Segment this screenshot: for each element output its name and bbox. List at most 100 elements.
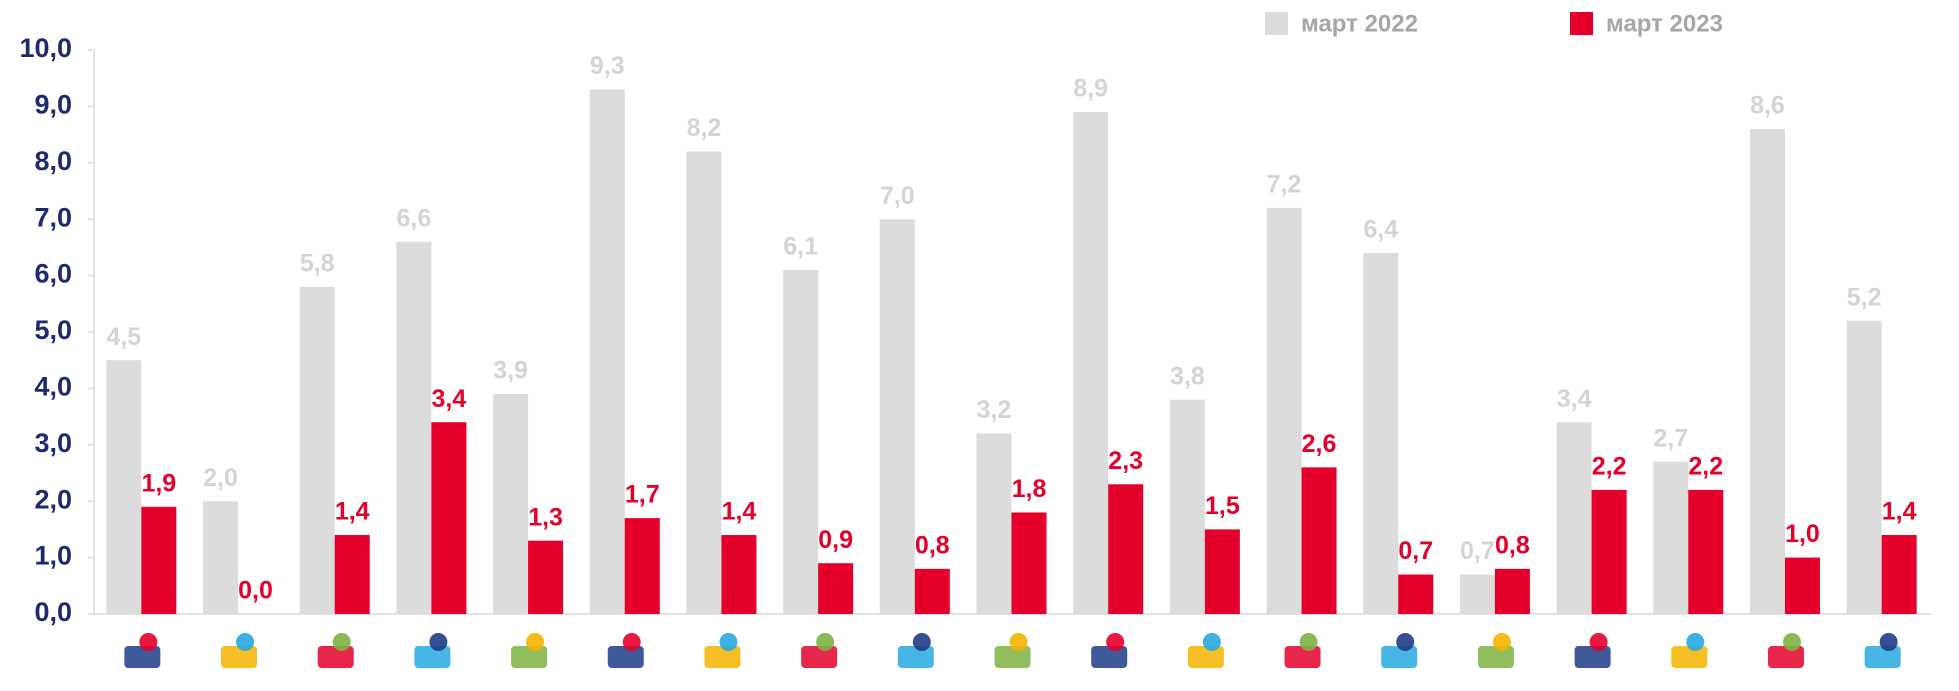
legend-swatch [1265,12,1288,35]
bar [1882,535,1917,614]
icon-part [1671,646,1707,668]
y-tick-label: 3,0 [34,428,72,458]
value-label: 1,9 [141,469,176,497]
value-label: 6,6 [397,204,432,232]
icon-part [414,646,450,668]
bar [1495,569,1530,614]
value-label: 5,2 [1847,283,1882,311]
bar [625,518,660,614]
icon-part [1768,646,1804,668]
y-tick-label: 9,0 [34,90,72,120]
icon-part [1880,633,1898,651]
value-label: 5,8 [300,249,335,277]
icon-part [816,633,834,651]
category-icon [1285,633,1321,668]
bar [915,569,950,614]
y-tick-label: 4,0 [34,372,72,402]
icon-part [221,646,257,668]
icon-part [608,646,644,668]
value-label: 9,3 [590,52,625,80]
category-icon [1188,633,1224,668]
bar [1592,490,1627,614]
bar [1267,208,1302,614]
bar [141,507,176,614]
y-tick-label: 7,0 [34,202,72,232]
icon-part [1396,633,1414,651]
bar [1302,467,1337,614]
icon-part [511,646,547,668]
bar [1398,575,1433,614]
value-label: 0,8 [915,531,950,559]
bar [335,535,370,614]
icon-part [719,633,737,651]
value-label: 8,2 [687,114,722,142]
bar [1170,400,1205,614]
bar [880,219,915,614]
y-tick-label: 1,0 [34,541,72,571]
y-tick-label: 6,0 [34,259,72,289]
y-tick-label: 8,0 [34,146,72,176]
value-label: 2,3 [1108,447,1143,475]
category-icon [511,633,547,668]
category-icon [124,633,160,668]
value-label: 2,0 [203,464,238,492]
bar [1012,512,1047,614]
value-label: 1,0 [1785,520,1820,548]
value-label: 1,4 [722,498,757,526]
icon-part [1285,646,1321,668]
y-tick-label: 5,0 [34,315,72,345]
icon-part [1493,633,1511,651]
value-label: 1,4 [1882,498,1917,526]
icon-part [1203,633,1221,651]
icon-part [124,646,160,668]
value-label: 2,7 [1653,424,1688,452]
value-label: 4,5 [106,323,141,351]
icon-part [1091,646,1127,668]
category-icon [221,633,257,668]
bar [977,434,1012,614]
icon-part [1300,633,1318,651]
category-icon [318,633,354,668]
category-icon [1768,633,1804,668]
value-label: 0,9 [818,526,853,554]
value-label: 0,7 [1460,537,1495,565]
category-icon [1478,633,1514,668]
icon-part [704,646,740,668]
bar [1785,558,1820,614]
value-label: 1,3 [528,503,563,531]
icon-part [333,633,351,651]
value-label: 6,1 [783,233,818,261]
icon-part [526,633,544,651]
value-label: 8,6 [1750,92,1785,120]
bar [1750,129,1785,614]
y-tick-label: 0,0 [34,597,72,627]
bar [686,152,721,614]
bar [1653,462,1688,614]
bar [1557,422,1592,614]
category-icon [1671,633,1707,668]
legend-label: март 2023 [1606,10,1723,37]
bar [1073,112,1108,614]
bar [528,541,563,614]
value-label: 7,0 [880,182,915,210]
value-label: 0,0 [238,577,273,605]
bar [590,89,625,614]
chart: 0,01,02,03,04,05,06,07,08,09,010,04,52,0… [0,0,1959,691]
value-label: 3,2 [977,396,1012,424]
bar [1363,253,1398,614]
icon-part [1010,633,1028,651]
icon-part [1575,646,1611,668]
category-icon [1575,633,1611,668]
icon-part [1188,646,1224,668]
bar [493,394,528,614]
icon-part [318,646,354,668]
icon-part [995,646,1031,668]
icon-part [236,633,254,651]
category-icon [1381,633,1417,668]
category-icon [1865,633,1901,668]
bar [106,360,141,614]
value-label: 7,2 [1267,171,1302,199]
icon-part [913,633,931,651]
bar [1460,575,1495,614]
value-label: 2,2 [1688,453,1723,481]
